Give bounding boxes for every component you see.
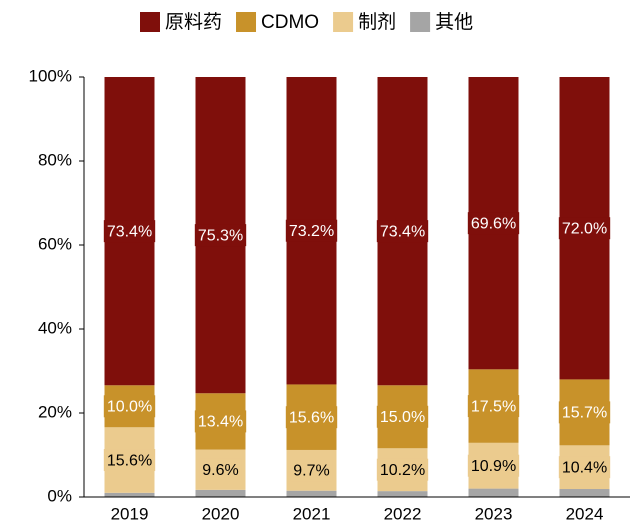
value-label-bg <box>194 410 247 433</box>
y-tick-label: 20% <box>38 402 72 421</box>
value-label-bg <box>558 456 611 479</box>
value-label-bg <box>285 406 338 429</box>
bar-segment <box>468 488 519 497</box>
value-label-bg <box>290 459 333 482</box>
legend-swatch <box>333 12 354 32</box>
value-label-bg <box>376 405 429 428</box>
value-label-bg <box>467 395 520 418</box>
value-label: 15.0% <box>380 409 425 426</box>
value-label: 9.6% <box>202 462 238 479</box>
value-label-bg <box>376 458 429 481</box>
value-label-bg <box>558 401 611 424</box>
bar-segment <box>286 490 337 497</box>
value-label: 13.4% <box>198 414 243 431</box>
value-label: 9.7% <box>293 463 329 480</box>
legend-label: 制剂 <box>358 11 396 33</box>
value-label-bg <box>467 212 520 235</box>
x-tick-label: 2024 <box>566 504 604 523</box>
value-label-bg <box>376 220 429 243</box>
value-label: 69.6% <box>471 215 516 232</box>
value-label: 73.4% <box>380 223 425 240</box>
bar-segment <box>559 489 610 497</box>
y-tick-label: 0% <box>47 486 72 505</box>
bar-segment <box>104 492 155 497</box>
x-tick-label: 2020 <box>202 504 240 523</box>
bar-segment <box>195 489 246 497</box>
value-label: 17.5% <box>471 398 516 415</box>
value-label: 10.4% <box>562 459 607 476</box>
x-tick-label: 2021 <box>293 504 331 523</box>
value-label-bg <box>199 458 242 481</box>
value-label: 75.3% <box>198 227 243 244</box>
value-label: 15.6% <box>107 452 152 469</box>
legend-swatch <box>236 12 257 32</box>
value-label-bg <box>103 449 156 472</box>
x-tick-label: 2019 <box>111 504 149 523</box>
value-label: 15.7% <box>562 405 607 422</box>
value-label: 73.4% <box>107 223 152 240</box>
value-label: 72.0% <box>562 220 607 237</box>
value-label-bg <box>558 217 611 240</box>
legend-swatch <box>410 12 431 32</box>
value-label: 10.9% <box>471 458 516 475</box>
value-label: 73.2% <box>289 223 334 240</box>
legend-label: 原料药 <box>165 11 222 33</box>
legend-label: CDMO <box>261 12 319 33</box>
y-tick-label: 100% <box>29 66 72 85</box>
x-tick-label: 2022 <box>384 504 422 523</box>
value-label-bg <box>103 220 156 243</box>
y-tick-label: 80% <box>38 150 72 169</box>
value-label: 15.6% <box>289 409 334 426</box>
legend-swatch <box>140 12 160 32</box>
legend-label: 其他 <box>435 11 473 33</box>
value-label-bg <box>467 454 520 477</box>
x-tick-label: 2023 <box>475 504 513 523</box>
value-label: 10.2% <box>380 462 425 479</box>
value-label-bg <box>285 219 338 242</box>
value-label-bg <box>103 395 156 418</box>
value-label: 10.0% <box>107 398 152 415</box>
bar-segment <box>377 491 428 497</box>
y-tick-label: 60% <box>38 234 72 253</box>
y-tick-label: 40% <box>38 318 72 337</box>
value-label-bg <box>194 224 247 247</box>
